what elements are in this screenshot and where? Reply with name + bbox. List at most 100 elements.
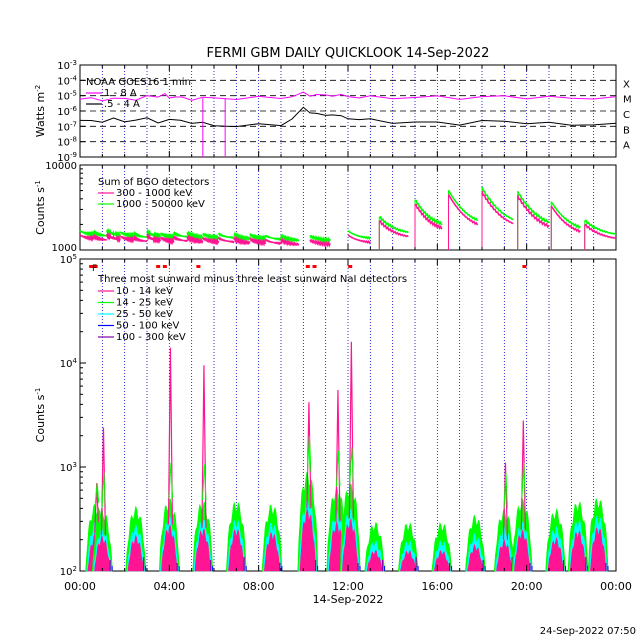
bgo-series-1-segment bbox=[378, 215, 409, 234]
goes-series-0 bbox=[79, 91, 617, 102]
bgo-series-1-segment bbox=[146, 228, 162, 240]
goes-ytick-label: 10-3 bbox=[57, 59, 77, 72]
bgo-series-0-segment bbox=[146, 232, 162, 245]
footer-timestamp: 24-Sep-2022 07:50 bbox=[540, 626, 636, 637]
goes-ytick-label-exp: -7 bbox=[70, 120, 77, 128]
bgo-series-0-segment bbox=[280, 237, 300, 247]
nai-saa-marker bbox=[305, 265, 310, 268]
nai-saa-marker bbox=[348, 265, 353, 268]
bgo-series-1-segment bbox=[233, 231, 251, 242]
flare-class-B: B bbox=[623, 125, 630, 136]
nai-burst-pink bbox=[366, 549, 383, 572]
bgo-series-1-segment bbox=[348, 230, 371, 241]
nai-spike-green bbox=[94, 483, 100, 504]
x-tick-label: 00:00 bbox=[600, 580, 632, 593]
x-tick-label: 20:00 bbox=[511, 580, 543, 593]
x-axis-label: 14-Sep-2022 bbox=[313, 593, 384, 606]
bgo-series-0-segment bbox=[378, 219, 409, 238]
nai-ylabel: Counts s-1 bbox=[34, 388, 47, 443]
bgo-series-1-segment bbox=[132, 230, 148, 239]
bgo-series-0-segment bbox=[348, 234, 371, 245]
bgo-series-0-segment bbox=[173, 235, 188, 243]
nai-burst-pink bbox=[228, 528, 245, 572]
goes-ytick-label-exp: -8 bbox=[70, 136, 77, 144]
nai-ytick-label: 105 bbox=[60, 253, 77, 266]
goes-legend-1-label: .5 - 4 A bbox=[104, 99, 140, 110]
goes-ytick-label-exp: -9 bbox=[70, 151, 77, 159]
bgo-series-0-segment bbox=[202, 236, 220, 246]
nai-ylabel-main: Counts s bbox=[34, 394, 47, 442]
nai-spike-green bbox=[521, 462, 526, 499]
goes-ytick-label-base: 10 bbox=[57, 76, 70, 87]
bgo-ytick-label: 1000 bbox=[52, 243, 77, 254]
x-tick-label: 12:00 bbox=[332, 580, 364, 593]
nai-ytick-label: 102 bbox=[60, 565, 77, 578]
bgo-series-0-segment bbox=[447, 193, 479, 226]
bgo-series-0-segment bbox=[481, 190, 514, 225]
bgo-series-1-segment bbox=[481, 186, 514, 221]
bgo-ylabel: Counts s-1 bbox=[34, 180, 47, 235]
flare-class-M: M bbox=[623, 95, 632, 106]
nai-spike-green bbox=[306, 436, 312, 472]
bgo-series-1-segment bbox=[516, 190, 550, 225]
goes-ytick-label-base: 10 bbox=[57, 107, 70, 118]
goes-ytick-label: 10-9 bbox=[57, 151, 77, 164]
bgo-series-0-segment bbox=[160, 236, 175, 246]
x-tick-label: 04:00 bbox=[153, 580, 185, 593]
nai-burst-pink bbox=[342, 518, 359, 572]
nai-ytick-label-base: 10 bbox=[60, 567, 73, 578]
bgo-legend-1-label: 1000 - 50000 keV bbox=[116, 199, 205, 210]
bgo-series-0-segment bbox=[414, 203, 443, 231]
bgo-series-1-segment bbox=[249, 232, 267, 243]
bgo-series-1-segment bbox=[186, 230, 204, 241]
bgo-series-1-segment bbox=[160, 232, 175, 242]
nai-burst-pink bbox=[547, 536, 564, 572]
nai-burst-pink bbox=[161, 524, 178, 572]
bgo-series-1-segment bbox=[92, 229, 107, 238]
flare-class-X: X bbox=[623, 79, 630, 90]
bgo-series-0-segment bbox=[217, 236, 235, 244]
x-tick-label: 08:00 bbox=[243, 580, 275, 593]
goes-legend-0-label: 1 - 8 A bbox=[104, 88, 137, 99]
goes-ytick-label: 10-5 bbox=[57, 90, 77, 103]
bgo-panel: 10000 1000 Counts s-1 Sum of BGO detectors3… bbox=[34, 161, 617, 254]
nai-burst-pink bbox=[263, 532, 281, 572]
bgo-series-1-segment bbox=[550, 201, 581, 230]
goes-ylabel: Watts m-2 bbox=[34, 85, 47, 137]
bgo-legend-0-label: 300 - 1000 keV bbox=[116, 188, 192, 199]
goes-ytick-label: 10-6 bbox=[57, 105, 77, 118]
nai-ytick-label-exp: 5 bbox=[73, 253, 77, 261]
bgo-ylabel-main: Counts s bbox=[34, 187, 47, 235]
nai-burst-pink bbox=[496, 539, 513, 572]
goes-ytick-label-base: 10 bbox=[57, 61, 70, 72]
bgo-series-0-segment bbox=[233, 235, 251, 246]
flare-class-A: A bbox=[623, 141, 630, 152]
nai-burst-pink bbox=[127, 534, 144, 572]
goes-ytick-label-exp: -5 bbox=[70, 90, 77, 98]
nai-spike bbox=[502, 462, 509, 540]
bgo-series-1-segment bbox=[414, 199, 443, 226]
nai-spike-green bbox=[168, 462, 173, 499]
flare-class-C: C bbox=[623, 110, 630, 121]
nai-saa-marker bbox=[93, 265, 98, 268]
goes-ytick-label: 10-4 bbox=[57, 74, 77, 87]
nai-saa-marker bbox=[196, 265, 201, 268]
bgo-series-0-segment bbox=[132, 234, 148, 243]
nai-marker-label: F bbox=[92, 264, 97, 274]
bgo-series-1-segment bbox=[79, 230, 95, 238]
nai-burst-pink bbox=[299, 508, 316, 572]
bgo-series-0-segment bbox=[119, 235, 135, 244]
bgo-series-0-segment bbox=[550, 205, 581, 234]
nai-burst-pink bbox=[514, 529, 531, 572]
nai-spike-green bbox=[335, 450, 341, 487]
bgo-series-1-segment bbox=[202, 232, 220, 242]
x-tick-label: 00:00 bbox=[64, 580, 96, 593]
nai-legend-1-label: 14 - 25 keV bbox=[116, 298, 173, 309]
bgo-series-1-segment bbox=[119, 231, 135, 240]
bgo-series-0-segment bbox=[264, 238, 282, 246]
nai-legend-0-label: 10 - 14 keV bbox=[116, 286, 173, 297]
nai-legend-4-label: 100 - 300 keV bbox=[116, 332, 186, 343]
nai-spike-green bbox=[349, 447, 354, 484]
bgo-series-0-segment bbox=[584, 223, 617, 239]
